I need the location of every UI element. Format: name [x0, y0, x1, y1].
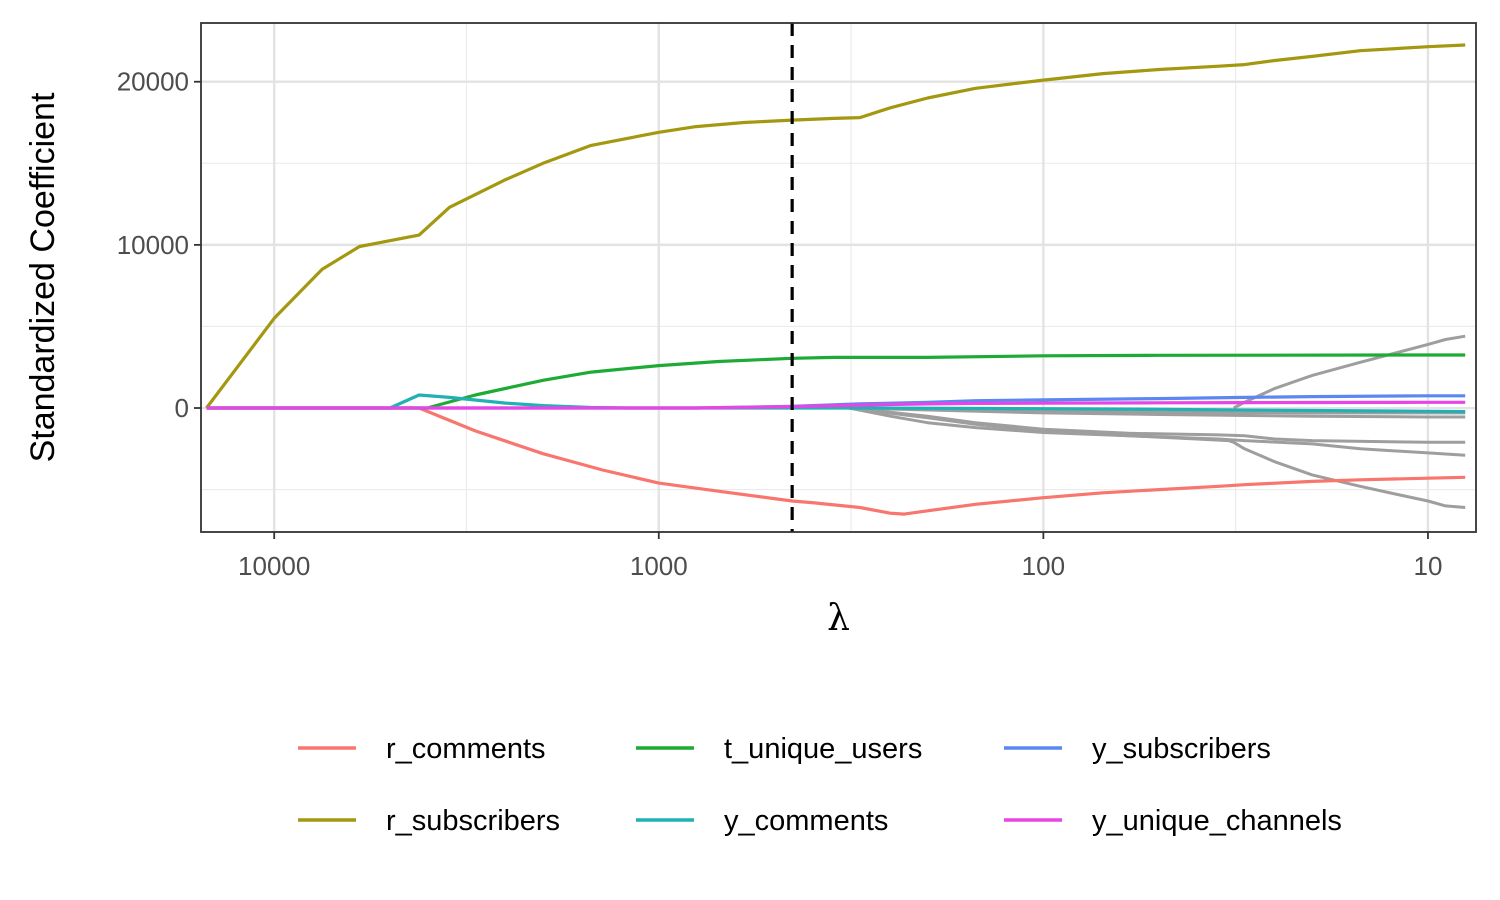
unlabeled-series-line-3: [848, 406, 1466, 444]
y-tick-label: 10000: [117, 230, 189, 260]
legend-item-y-comments: y_comments: [636, 805, 888, 837]
y-tick-label: 20000: [117, 67, 189, 97]
x-axis: 10000 1000 100 10: [238, 532, 1442, 581]
series-line-r-comments: [206, 406, 1466, 516]
x-tick-label: 10000: [238, 551, 310, 581]
legend-label: y_subscribers: [1092, 733, 1271, 765]
series-line-t-unique-users: [206, 353, 1466, 410]
legend: r_comments r_subscribers t_unique_users y_c…: [298, 733, 1342, 837]
legend-label: t_unique_users: [724, 733, 922, 765]
y-axis-title: Standardized Coefficient: [24, 92, 62, 462]
x-tick-label: 1000: [630, 551, 688, 581]
legend-item-t-unique-users: t_unique_users: [636, 733, 922, 765]
legend-label: y_unique_channels: [1092, 805, 1342, 837]
legend-item-r-subscribers: r_subscribers: [298, 805, 560, 837]
y-axis: 0 10000 20000: [117, 67, 201, 423]
unlabeled-series-line-4: [849, 406, 1466, 419]
x-tick-label: 100: [1022, 551, 1065, 581]
unlabeled-series-line-1: [848, 406, 1466, 509]
series-line-y-unique-channels: [206, 400, 1466, 410]
panel-border: [200, 22, 1477, 533]
legend-item-r-comments: r_comments: [298, 733, 546, 765]
legend-item-y-subscribers: y_subscribers: [1004, 733, 1271, 765]
series-line-r-subscribers: [205, 43, 1466, 409]
legend-label: y_comments: [724, 805, 888, 837]
legend-label: r_subscribers: [386, 805, 560, 837]
y-tick-label: 0: [175, 393, 189, 423]
legend-item-y-unique-channels: y_unique_channels: [1004, 805, 1342, 837]
unlabeled-series-line-2: [848, 406, 1466, 457]
x-tick-label: 10: [1413, 551, 1442, 581]
series-layer: [205, 43, 1466, 516]
legend-label: r_comments: [386, 733, 546, 765]
x-axis-title: λ: [827, 598, 850, 639]
